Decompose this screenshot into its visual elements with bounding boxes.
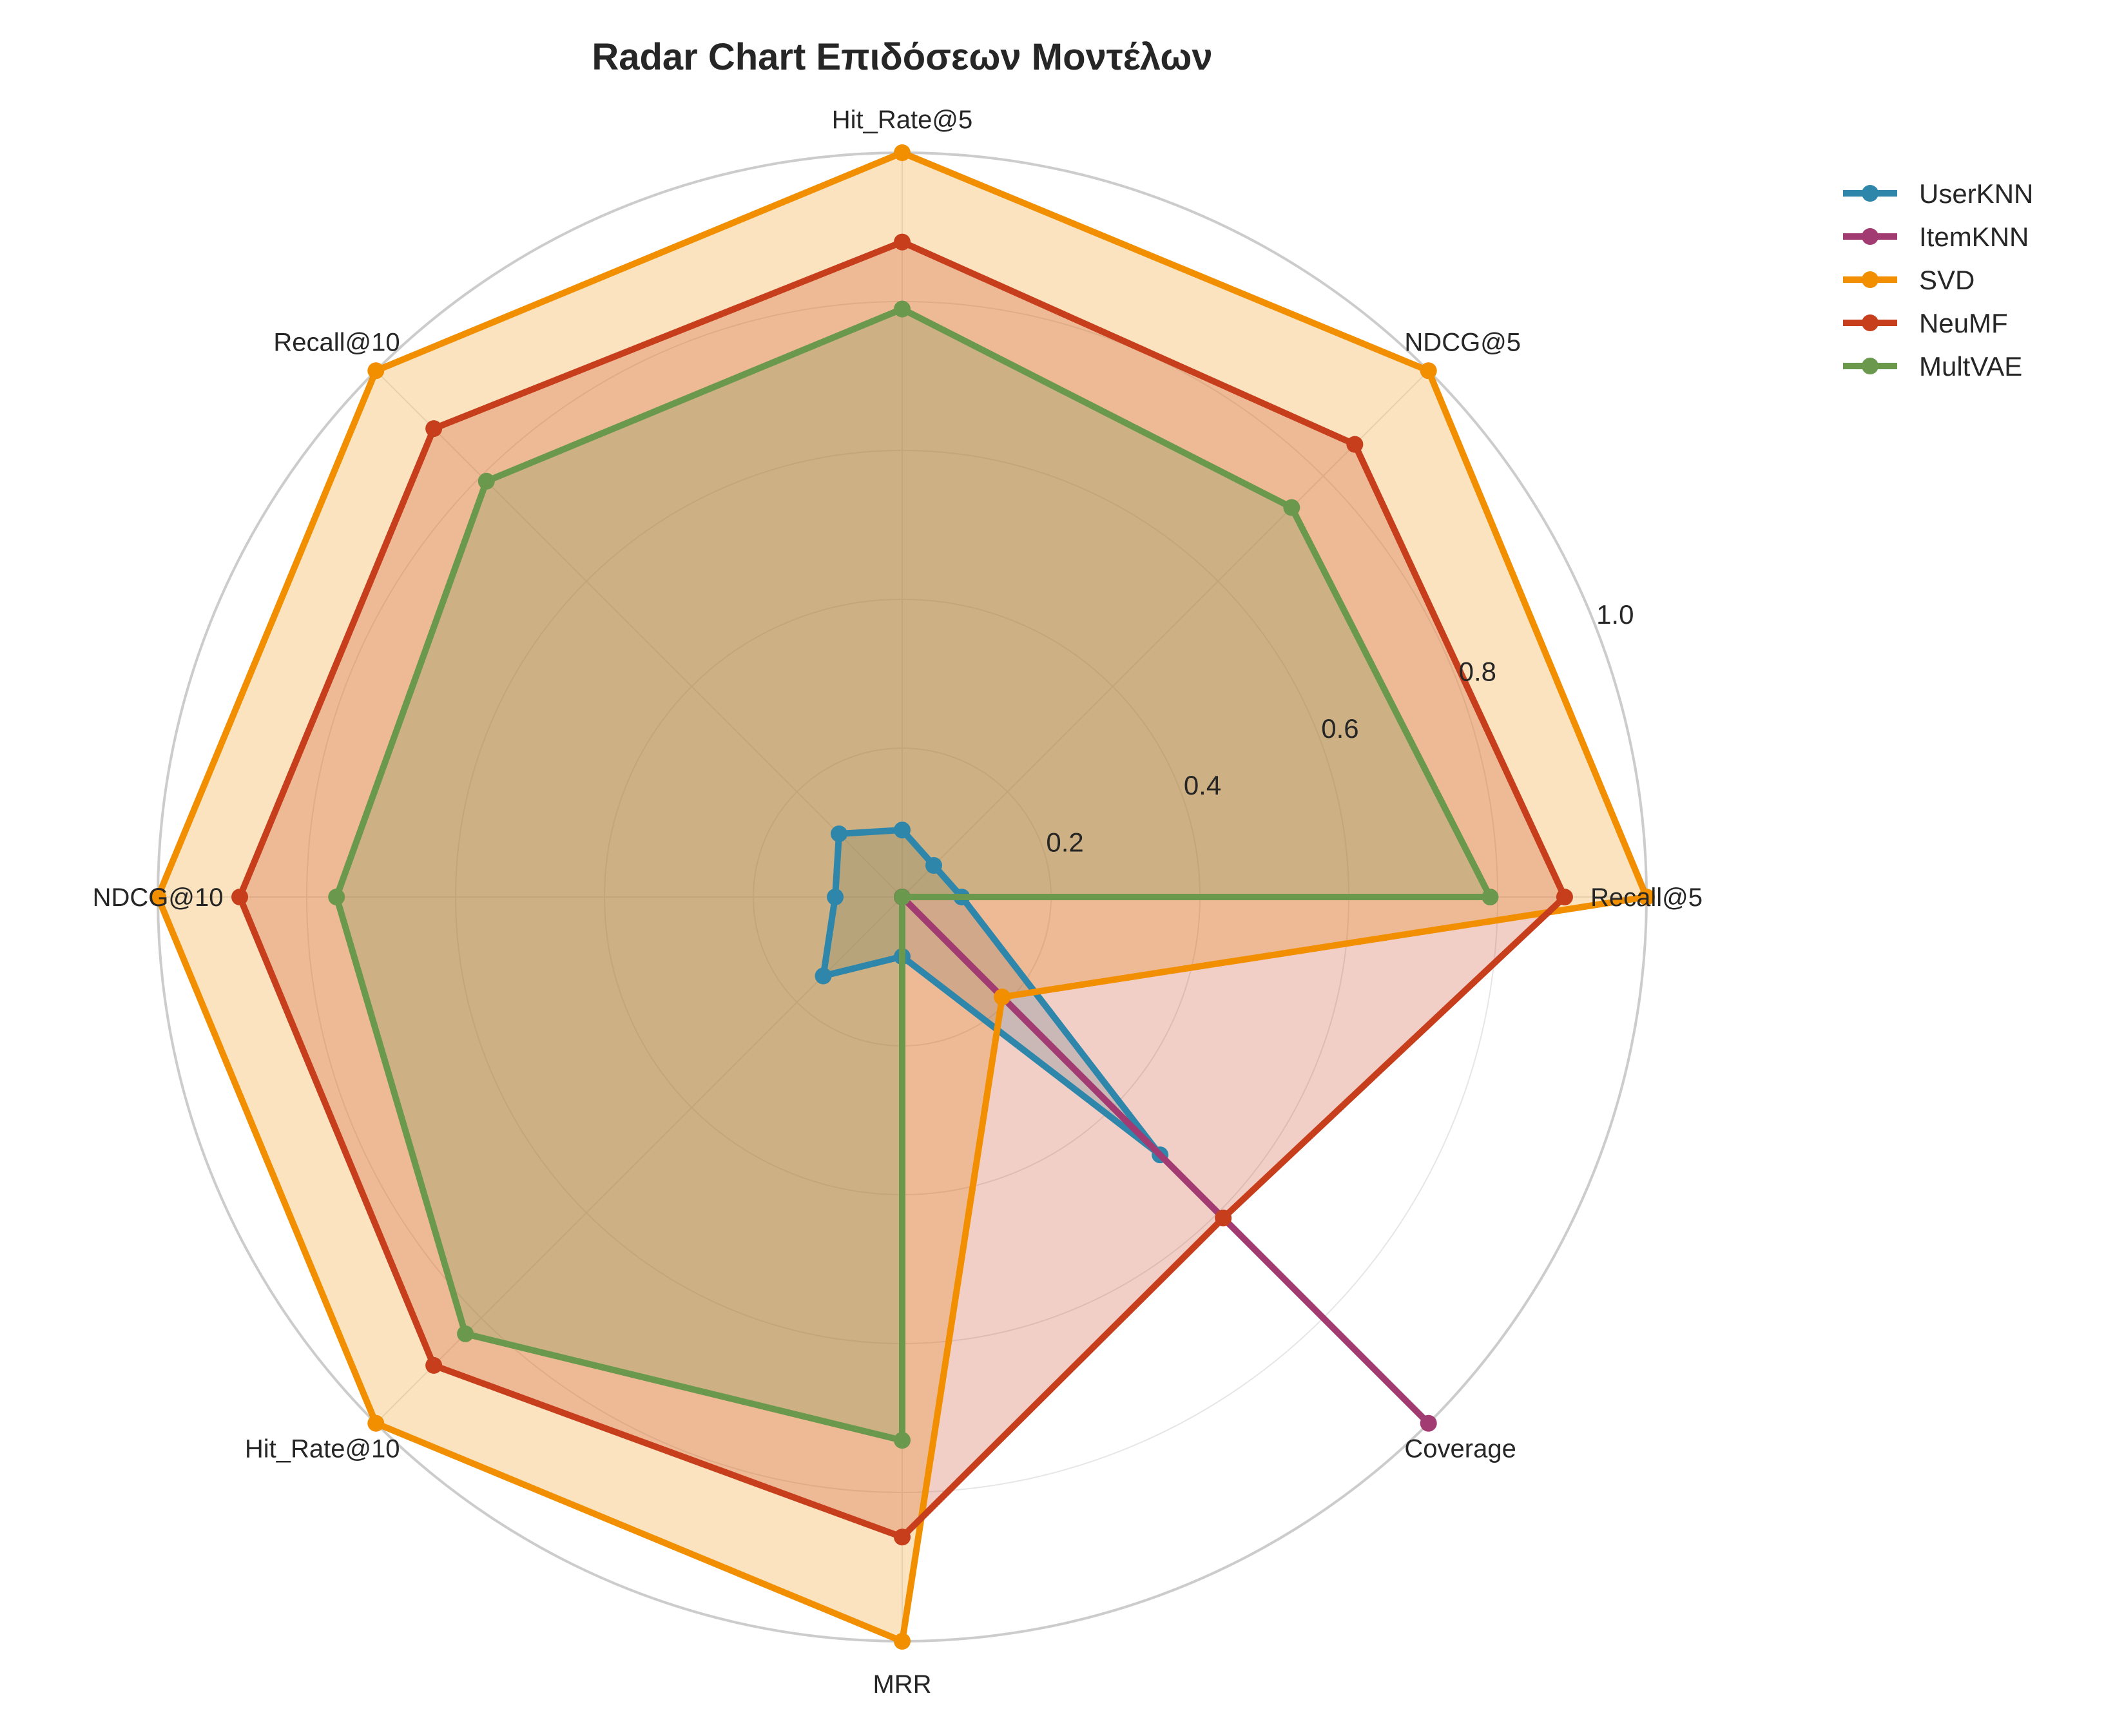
data-point-multvae-hit-rate-10: [457, 1325, 474, 1342]
data-point-svd-ndcg-5: [1420, 362, 1437, 380]
data-point-userknn-ndcg-10: [827, 889, 844, 905]
data-point-neumf-coverage: [1215, 1210, 1232, 1227]
data-point-neumf-ndcg-5: [1346, 436, 1364, 453]
series-userknn: [815, 822, 1169, 1164]
legend-label: UserKNN: [1919, 178, 2033, 209]
axis-label-recall-10: Recall@10: [273, 329, 400, 357]
legend-marker: [1862, 185, 1878, 202]
data-point-svd-recall-5: [1638, 889, 1655, 905]
data-point-neumf-ndcg-10: [231, 889, 249, 905]
data-point-svd-mrr: [894, 1633, 911, 1650]
axis-label-hit-rate-5: Hit_Rate@5: [832, 106, 972, 134]
radial-tick-labels: 0.2 0.4 0.6 0.8 1.0: [1046, 599, 1634, 858]
legend-item-neumf: NeuMF: [1843, 308, 2008, 338]
data-point-multvae-hit-rate-5: [894, 300, 911, 318]
legend-label: MultVAE: [1919, 351, 2022, 381]
legend-label: SVD: [1919, 265, 1975, 295]
legend-marker: [1862, 314, 1878, 331]
data-point-svd-hit-rate-10: [367, 1414, 385, 1432]
data-point-userknn-hit-rate-10: [815, 967, 832, 985]
data-point-userknn-recall-10: [830, 825, 847, 842]
series-neumf: [231, 233, 1573, 1546]
axis-labels: Recall@5 NDCG@5 Hit_Rate@5 Recall@10 NDCG@10…: [93, 106, 1703, 1699]
axis-label-hit-rate-10: Hit_Rate@10: [245, 1434, 400, 1463]
data-point-multvae-coverage: [894, 889, 911, 905]
data-point-svd-ndcg-10: [150, 889, 166, 905]
chart-title: Radar Chart Επιδόσεων Μοντέλων: [592, 36, 1212, 78]
axis-label-ndcg-10: NDCG@10: [93, 883, 224, 912]
data-point-svd-coverage: [994, 989, 1011, 1006]
data-point-neumf-hit-rate-5: [894, 233, 911, 251]
axis-label-recall-5: Recall@5: [1590, 883, 1703, 912]
legend-label: ItemKNN: [1919, 222, 2029, 252]
axis-label-ndcg-5: NDCG@5: [1404, 329, 1521, 357]
data-point-neumf-hit-rate-10: [425, 1356, 443, 1374]
grid-spoke: [902, 370, 1429, 898]
data-point-multvae-mrr: [894, 1432, 911, 1449]
legend: UserKNN ItemKNN SVD NeuMF MultVAE: [1843, 178, 2033, 381]
radial-tick-label: 0.6: [1321, 713, 1358, 744]
data-point-multvae-ndcg-5: [1283, 499, 1300, 516]
legend-marker: [1862, 228, 1878, 245]
legend-marker: [1862, 271, 1878, 288]
data-point-userknn-ndcg-5: [925, 856, 943, 874]
data-point-svd-hit-rate-5: [894, 144, 911, 161]
data-point-neumf-mrr: [894, 1529, 911, 1546]
data-point-multvae-ndcg-10: [328, 889, 345, 905]
series-fill-multvae: [336, 309, 1491, 1441]
data-point-multvae-recall-10: [478, 472, 495, 490]
radial-tick-label: 0.2: [1046, 827, 1083, 858]
series-lines: [150, 144, 1655, 1650]
data-point-multvae-recall-5: [1482, 889, 1499, 905]
data-point-itemknn-coverage: [1420, 1414, 1437, 1432]
series-multvae: [328, 300, 1499, 1449]
radial-tick-label: 1.0: [1596, 599, 1634, 630]
data-point-svd-recall-10: [367, 362, 385, 380]
legend-item-multvae: MultVAE: [1843, 351, 2022, 381]
legend-item-userknn: UserKNN: [1843, 178, 2033, 209]
legend-item-itemknn: ItemKNN: [1843, 222, 2029, 252]
axis-label-coverage: Coverage: [1404, 1434, 1516, 1463]
radial-tick-label: 0.8: [1459, 656, 1496, 686]
legend-label: NeuMF: [1919, 308, 2008, 338]
data-point-neumf-recall-5: [1556, 889, 1573, 905]
series-svd: [150, 144, 1655, 1650]
grid-spoke: [375, 370, 903, 898]
radial-tick-label: 0.4: [1184, 770, 1221, 800]
legend-marker: [1862, 358, 1878, 374]
legend-item-svd: SVD: [1843, 265, 1975, 295]
data-point-userknn-hit-rate-5: [894, 822, 911, 839]
data-point-neumf-recall-10: [425, 420, 443, 438]
axis-label-mrr: MRR: [873, 1670, 931, 1699]
